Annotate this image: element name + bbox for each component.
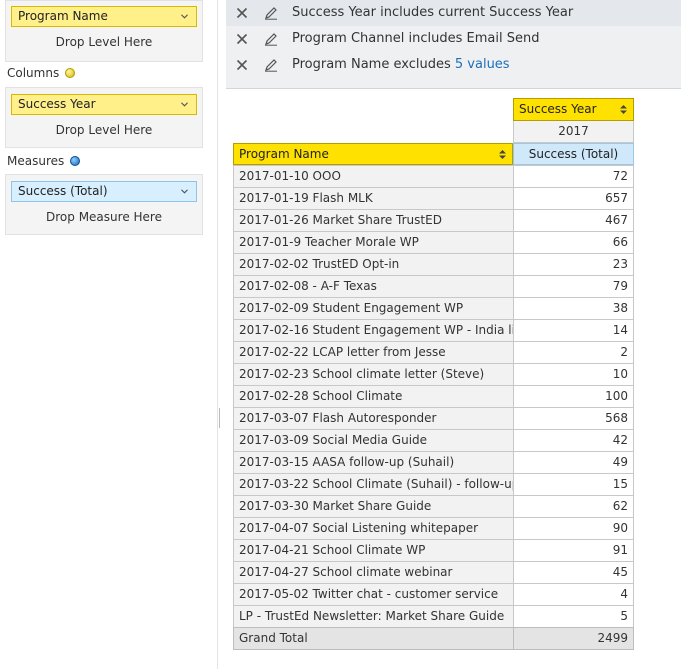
value-cell[interactable]: 90 — [513, 517, 634, 540]
row-header-cell[interactable]: 2017-01-19 Flash MLK — [233, 187, 514, 210]
value-cell[interactable]: 23 — [513, 253, 634, 276]
value-cell[interactable]: 2 — [513, 341, 634, 364]
value-cell[interactable]: 467 — [513, 209, 634, 232]
filter-operator: excludes — [393, 57, 451, 72]
row-header-cell[interactable]: 2017-02-02 TrustED Opt-in — [233, 253, 514, 276]
columns-drop-hint: Drop Level Here — [55, 123, 153, 137]
value-cell[interactable]: 42 — [513, 429, 634, 452]
row-header-cell[interactable]: 2017-01-9 Teacher Morale WP — [233, 231, 514, 254]
measure-chip[interactable]: Success (Total) — [11, 181, 197, 202]
value-cell[interactable]: 72 — [513, 165, 634, 188]
filter-operator: includes — [380, 5, 435, 20]
row-header-cell[interactable]: LP - TrustEd Newsletter: Market Share Gu… — [233, 605, 514, 628]
pencil-icon[interactable] — [263, 32, 279, 46]
row-header-cell[interactable]: 2017-03-09 Social Media Guide — [233, 429, 514, 452]
column-dimension-label: Success Year — [519, 102, 597, 116]
close-icon[interactable] — [236, 33, 248, 45]
value-cell[interactable]: 568 — [513, 407, 634, 430]
row-header-cell[interactable]: 2017-03-22 School Climate (Suhail) - fol… — [233, 473, 514, 496]
row-header-cell[interactable]: 2017-04-21 School Climate WP — [233, 539, 514, 562]
row-dimension-label: Program Name — [239, 147, 329, 161]
row-header-cell[interactable]: 2017-02-23 School climate letter (Steve) — [233, 363, 514, 386]
rows-drop-zone[interactable]: Program Name Drop Level Here — [5, 0, 203, 62]
column-dimension-header[interactable]: Success Year — [513, 98, 634, 121]
value-cell[interactable]: 62 — [513, 495, 634, 518]
filter-text[interactable]: Success Year includes current Success Ye… — [292, 0, 573, 26]
measures-drop-hint: Drop Measure Here — [46, 210, 162, 224]
row-header-cell[interactable]: 2017-03-15 AASA follow-up (Suhail) — [233, 451, 514, 474]
columns-level-chip[interactable]: Success Year — [11, 94, 197, 115]
row-header-cell[interactable]: 2017-02-28 School Climate — [233, 385, 514, 408]
value-cell[interactable]: 10 — [513, 363, 634, 386]
filter-field: Program Name — [292, 57, 390, 72]
row-header-cell[interactable]: 2017-01-10 OOO — [233, 165, 514, 188]
value-cell[interactable]: 5 — [513, 605, 634, 628]
row-header-cell[interactable]: 2017-03-07 Flash Autoresponder — [233, 407, 514, 430]
value-cell[interactable]: 4 — [513, 583, 634, 606]
pencil-icon[interactable] — [263, 58, 279, 72]
dimension-dot-icon — [65, 68, 75, 78]
row-header-cell[interactable]: 2017-01-26 Market Share TrustED — [233, 209, 514, 232]
columns-drop-zone[interactable]: Success Year Drop Level Here — [5, 87, 203, 148]
row-header-cell[interactable]: 2017-04-07 Social Listening whitepaper — [233, 517, 514, 540]
pencil-icon[interactable] — [263, 6, 279, 20]
grand-total-label: Grand Total — [233, 627, 514, 650]
panel-splitter[interactable] — [217, 0, 218, 669]
filter-field: Program Channel — [292, 31, 405, 46]
value-cell[interactable]: 91 — [513, 539, 634, 562]
filter-field: Success Year — [292, 5, 376, 20]
value-cell[interactable]: 38 — [513, 297, 634, 320]
rows-level-chip[interactable]: Program Name — [11, 6, 197, 27]
grand-total-value[interactable]: 2499 — [513, 627, 634, 650]
columns-label: Columns — [7, 66, 60, 80]
chevron-down-icon[interactable] — [181, 13, 188, 20]
row-dimension-header[interactable]: Program Name — [233, 143, 513, 165]
chevron-down-icon[interactable] — [181, 188, 188, 195]
splitter-grip[interactable] — [219, 408, 220, 428]
measure-chip-label: Success (Total) — [18, 184, 108, 198]
row-header-cell[interactable]: 2017-02-09 Student Engagement WP — [233, 297, 514, 320]
row-header-cell[interactable]: 2017-04-27 School climate webinar — [233, 561, 514, 584]
row-header-cell[interactable]: 2017-02-22 LCAP letter from Jesse — [233, 341, 514, 364]
filter-text[interactable]: Program Name excludes 5 values — [292, 52, 510, 78]
filter-bar: Success Year includes current Success Ye… — [226, 0, 681, 89]
close-icon[interactable] — [236, 59, 248, 71]
row-header-cell[interactable]: 2017-02-08 - A-F Texas — [233, 275, 514, 298]
layout-panel: Program Name Drop Level Here Columns Suc… — [0, 0, 212, 669]
column-member-header: 2017 — [513, 121, 634, 143]
rows-drop-hint: Drop Level Here — [55, 35, 153, 49]
filter-row: Program Name excludes 5 values — [226, 52, 681, 78]
row-header-cell[interactable]: 2017-03-30 Market Share Guide — [233, 495, 514, 518]
measure-dot-icon — [70, 156, 80, 166]
chevron-down-icon[interactable] — [181, 101, 188, 108]
value-cell[interactable]: 79 — [513, 275, 634, 298]
value-cell[interactable]: 657 — [513, 187, 634, 210]
sort-icon[interactable] — [499, 150, 506, 159]
value-cell[interactable]: 15 — [513, 473, 634, 496]
value-cell[interactable]: 45 — [513, 561, 634, 584]
close-icon[interactable] — [236, 7, 248, 19]
columns-level-chip-label: Success Year — [18, 97, 96, 111]
filter-value: current Success Year — [438, 5, 574, 20]
measures-label: Measures — [7, 154, 65, 168]
filter-row: Success Year includes current Success Ye… — [226, 0, 681, 26]
measures-drop-zone[interactable]: Success (Total) Drop Measure Here — [5, 174, 203, 235]
value-cell[interactable]: 14 — [513, 319, 634, 342]
row-header-cell[interactable]: 2017-05-02 Twitter chat - customer servi… — [233, 583, 514, 606]
value-cell[interactable]: 100 — [513, 385, 634, 408]
filter-row: Program Channel includes Email Send — [226, 26, 681, 52]
filter-value: Email Send — [466, 31, 540, 46]
filter-operator: includes — [408, 31, 463, 46]
row-header-cell[interactable]: 2017-02-16 Student Engagement WP - India… — [233, 319, 514, 342]
filter-values-link[interactable]: 5 values — [454, 57, 510, 72]
rows-level-chip-label: Program Name — [18, 9, 108, 23]
value-cell[interactable]: 49 — [513, 451, 634, 474]
value-cell[interactable]: 66 — [513, 231, 634, 254]
filter-text[interactable]: Program Channel includes Email Send — [292, 26, 539, 52]
sort-icon[interactable] — [620, 105, 627, 114]
measure-header[interactable]: Success (Total) — [513, 143, 634, 165]
